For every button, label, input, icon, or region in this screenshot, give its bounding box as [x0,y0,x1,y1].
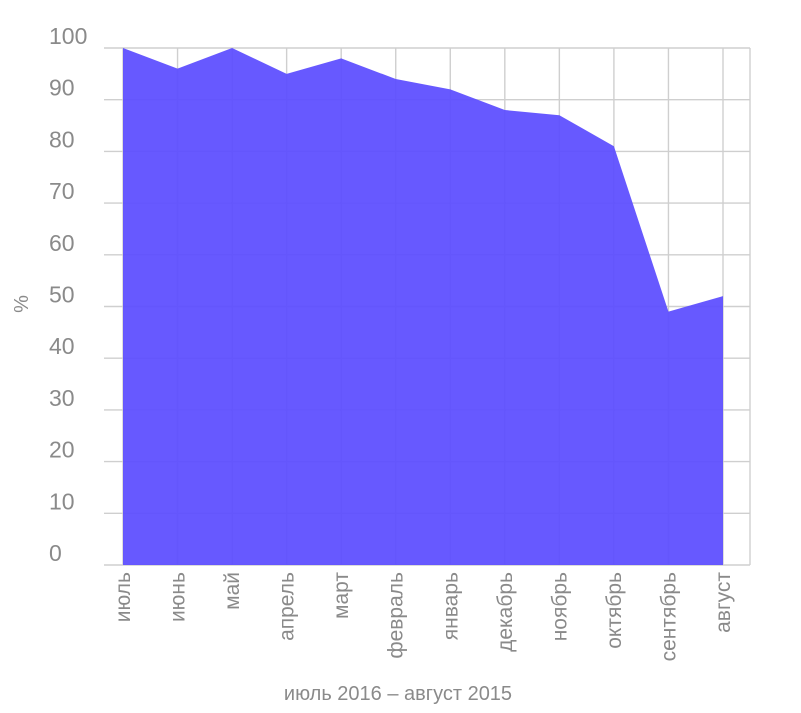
x-tick-label: февраль [385,572,408,659]
y-tick-label: 70 [49,178,75,204]
y-tick-label: 50 [49,282,75,308]
y-tick-label: 0 [49,540,62,566]
y-tick-label: 100 [49,23,87,49]
x-tick-label: июнь [167,572,190,622]
x-tick-label: март [330,572,353,619]
y-tick-label: 90 [49,75,75,101]
y-tick-label: 20 [49,437,75,463]
y-axis-ticks: 0 10 20 30 40 50 60 70 80 90 100 [49,23,87,566]
x-tick-label: сентябрь [657,572,680,661]
x-tick-label: октябрь [603,572,626,649]
x-tick-label: май [221,572,244,610]
y-tick-label: 40 [49,333,75,359]
y-axis-label: % [11,295,33,313]
x-axis-ticks: июль июнь май апрель март февраль январь декабр… [112,572,735,662]
y-tick-label: 10 [49,488,75,514]
x-axis-label: июль 2016 – август 2015 [284,683,512,705]
y-tick-label: 60 [49,230,75,256]
y-tick-label: 30 [49,385,75,411]
x-tick-label: июль [112,572,135,622]
y-tick-label: 80 [49,126,75,152]
x-tick-label: декабрь [494,572,517,652]
series-area [122,47,724,565]
x-tick-label: апрель [276,572,299,641]
x-tick-label: август [712,572,735,633]
area-series-fill [123,48,723,565]
x-tick-label: январь [439,572,462,640]
x-tick-label: ноябрь [548,572,571,641]
